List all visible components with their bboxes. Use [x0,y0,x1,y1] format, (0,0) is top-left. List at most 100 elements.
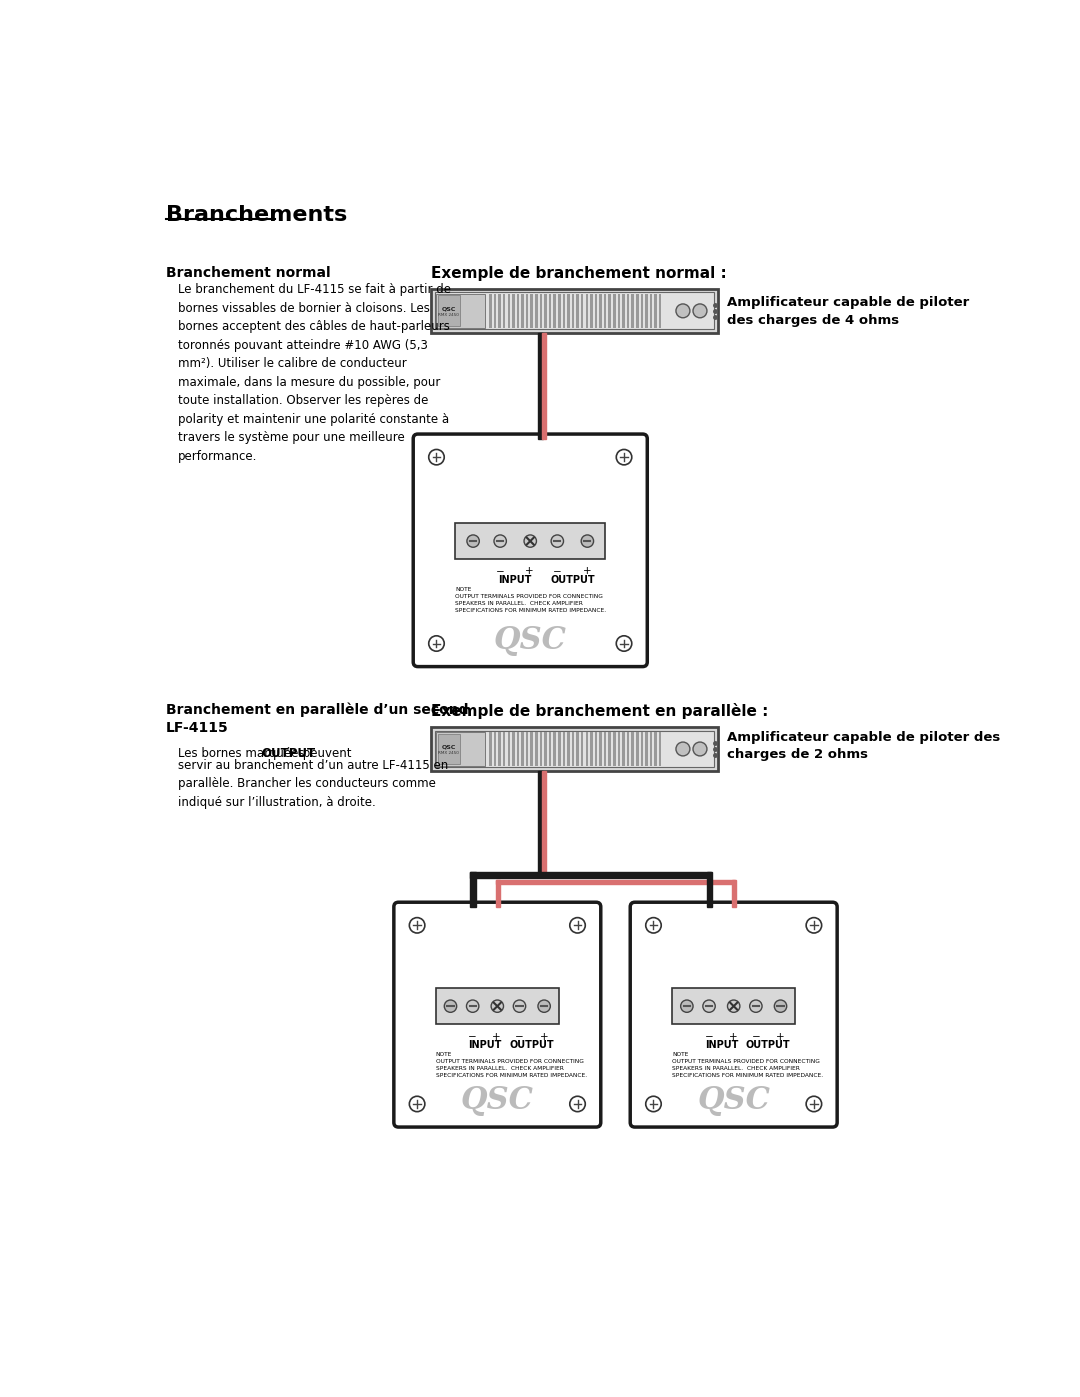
Bar [526,293,528,328]
Bar [604,293,606,328]
Bar [503,293,505,328]
Text: −: − [515,1031,524,1042]
Bar [498,293,501,328]
Bar [563,732,565,766]
Bar [581,732,583,766]
Bar [522,293,524,328]
Circle shape [444,1000,457,1013]
Text: QSC: QSC [698,1085,770,1116]
Text: Amplificateur capable de piloter des
charges de 2 ohms: Amplificateur capable de piloter des cha… [727,731,1000,761]
Bar [540,732,542,766]
Bar [585,293,589,328]
Bar [544,293,546,328]
Bar [508,732,510,766]
Text: peuvent: peuvent [298,746,351,760]
Text: +: + [729,1031,738,1042]
Text: QSC: QSC [494,624,567,657]
Bar [672,989,795,1024]
Bar [455,524,606,559]
Bar [640,732,643,766]
Text: +: + [540,1031,549,1042]
Text: INPUT: INPUT [469,1039,502,1051]
Bar [522,732,524,766]
Bar [489,732,491,766]
Bar [431,726,718,771]
Text: Branchement en parallèle d’un second
LF-4115: Branchement en parallèle d’un second LF-… [166,703,469,735]
Text: INPUT: INPUT [499,576,532,585]
Bar [632,732,634,766]
FancyBboxPatch shape [414,434,647,666]
Circle shape [524,535,537,548]
Bar [577,293,579,328]
Text: +: + [492,1031,501,1042]
Bar [577,732,579,766]
Bar [549,732,552,766]
Bar [553,293,556,328]
Text: OUTPUT: OUTPUT [550,576,595,585]
Text: OUTPUT: OUTPUT [746,1039,791,1051]
Bar [595,732,597,766]
Bar [435,731,714,767]
Bar [732,880,735,907]
Bar [659,732,661,766]
Text: Le branchement du LF-4115 se fait à partir de
bornes vissables de bornier à cloi: Le branchement du LF-4115 se fait à part… [177,284,450,462]
Bar [538,334,543,439]
Bar [571,732,575,766]
Bar [654,732,657,766]
FancyBboxPatch shape [394,902,600,1127]
Text: +: + [777,1031,785,1042]
Bar [618,732,620,766]
Circle shape [774,1000,786,1013]
Text: −: − [752,1031,760,1042]
Text: OUTPUT: OUTPUT [261,746,315,760]
Text: −: − [704,1031,714,1042]
Bar [604,732,606,766]
Bar [563,293,565,328]
Circle shape [494,535,507,548]
Text: +: + [583,567,592,577]
Bar [590,732,593,766]
Bar [613,293,616,328]
Bar [567,293,570,328]
Bar [585,732,589,766]
Bar [558,293,561,328]
Bar [538,771,543,872]
Circle shape [806,918,822,933]
Bar [599,293,602,328]
Text: −: − [496,567,504,577]
Text: INPUT: INPUT [704,1039,738,1051]
Bar [650,732,652,766]
Bar [489,293,491,328]
Bar [567,732,570,766]
Bar [498,732,501,766]
Circle shape [728,1000,740,1013]
Bar [438,295,460,327]
Circle shape [617,450,632,465]
Text: −: − [553,567,562,577]
Circle shape [513,1000,526,1013]
Bar [516,732,519,766]
Circle shape [617,636,632,651]
Text: Branchement normal: Branchement normal [166,267,330,281]
Text: QSC: QSC [442,306,456,312]
Bar [626,732,630,766]
Circle shape [409,918,424,933]
Bar [494,732,497,766]
Bar [530,732,534,766]
Bar [496,880,500,907]
Bar [632,293,634,328]
Bar [526,732,528,766]
Circle shape [703,1000,715,1013]
Bar [542,334,546,439]
Bar [496,880,735,884]
Circle shape [551,535,564,548]
Bar [622,732,624,766]
Bar [608,732,611,766]
Bar [558,732,561,766]
Bar [622,293,624,328]
Bar [512,732,515,766]
Bar [535,732,538,766]
Circle shape [467,535,480,548]
Circle shape [570,918,585,933]
Text: Branchements: Branchements [166,204,348,225]
